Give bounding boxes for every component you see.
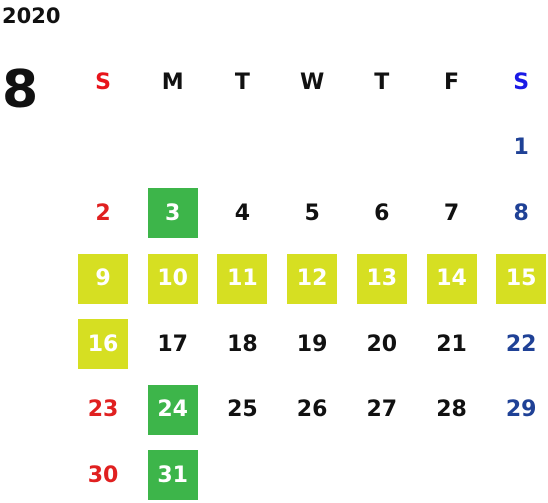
highlighted-day: 16	[78, 319, 128, 369]
day: 17	[157, 331, 188, 357]
weekday-header: S	[513, 69, 530, 95]
day: 25	[227, 397, 258, 422]
highlighted-day: 11	[217, 253, 268, 304]
weekday-header: F	[443, 69, 460, 95]
highlighted-day: 9	[78, 253, 128, 304]
day: 4	[234, 200, 251, 226]
day: 23	[87, 397, 119, 422]
weekday-header: W	[299, 69, 325, 95]
month: 8	[2, 60, 39, 120]
weekday-header: S	[95, 69, 111, 95]
weekday-header: T	[374, 69, 390, 95]
day: 6	[374, 200, 390, 226]
highlighted-day: 12	[287, 253, 338, 304]
highlighted-day: 31	[147, 450, 198, 500]
highlighted-day: 3	[147, 188, 198, 238]
day: 21	[436, 331, 467, 357]
highlighted-day: 13	[356, 253, 407, 304]
day: 8	[513, 200, 529, 226]
day: 19	[296, 331, 328, 357]
day: 7	[443, 200, 460, 226]
day: 26	[296, 397, 328, 422]
day: 20	[366, 331, 398, 357]
day: 5	[304, 200, 320, 226]
weekday-header: M	[161, 69, 184, 95]
weekday-header: T	[234, 69, 250, 95]
day: 18	[227, 331, 258, 357]
highlighted-day: 15	[496, 253, 547, 304]
day: 29	[505, 397, 537, 422]
day: 30	[87, 462, 119, 488]
day: 1	[513, 135, 529, 160]
highlighted-day: 14	[426, 253, 477, 304]
day: 27	[366, 397, 398, 422]
day: 28	[436, 397, 467, 422]
highlighted-day: 10	[147, 253, 198, 304]
highlighted-day: 24	[147, 384, 198, 435]
day: 22	[505, 331, 537, 357]
year: 2020	[2, 4, 61, 28]
day: 2	[95, 200, 111, 226]
